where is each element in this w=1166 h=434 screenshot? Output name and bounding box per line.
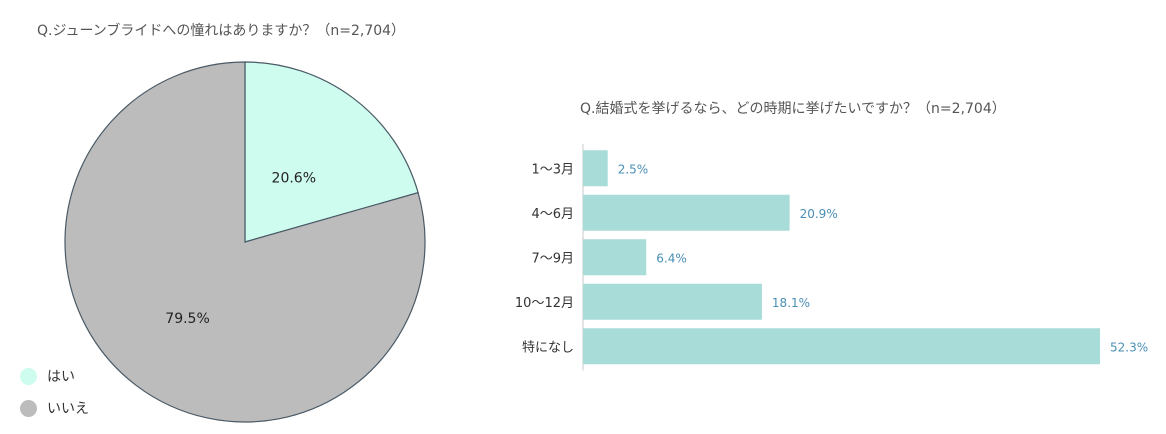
bar-value-label-0: 2.5% <box>618 162 649 176</box>
bar-value-label-1: 20.9% <box>800 207 838 221</box>
bar-category-label-1: 4〜6月 <box>531 207 574 222</box>
bar-category-label-3: 10〜12月 <box>515 296 574 311</box>
bar-0 <box>583 150 608 187</box>
bar-category-label-4: 特になし <box>522 340 574 355</box>
legend-label-yes: はい <box>47 369 75 385</box>
bar-category-label-2: 7〜9月 <box>531 251 574 266</box>
bar-chart-title: Q.結婚式を挙げるなら、どの時期に挙げたいですか？（n=2,704） <box>580 101 1006 117</box>
pie-slice-1 <box>64 61 426 423</box>
pie-label-1: 79.5% <box>165 311 209 327</box>
bar-value-label-2: 6.4% <box>656 251 687 265</box>
bar-4 <box>583 328 1100 365</box>
legend-item-yes: はい <box>20 366 75 386</box>
legend-label-no: いいえ <box>47 401 89 417</box>
bar-value-label-4: 52.3% <box>1110 340 1148 354</box>
pie-slice-0 <box>244 61 419 243</box>
pie-label-0: 20.6% <box>272 170 316 186</box>
legend-item-no: いいえ <box>20 398 89 418</box>
bar-3 <box>583 283 762 320</box>
legend-swatch-yes <box>20 367 37 385</box>
bar-2 <box>583 239 647 276</box>
bar-1 <box>583 194 790 231</box>
pie-chart-title: Q.ジューンブライドへの憧れはありますか？（n=2,704） <box>37 23 406 39</box>
legend-swatch-no <box>20 399 37 417</box>
bar-value-label-3: 18.1% <box>772 296 810 310</box>
bar-category-label-0: 1〜3月 <box>531 162 574 177</box>
